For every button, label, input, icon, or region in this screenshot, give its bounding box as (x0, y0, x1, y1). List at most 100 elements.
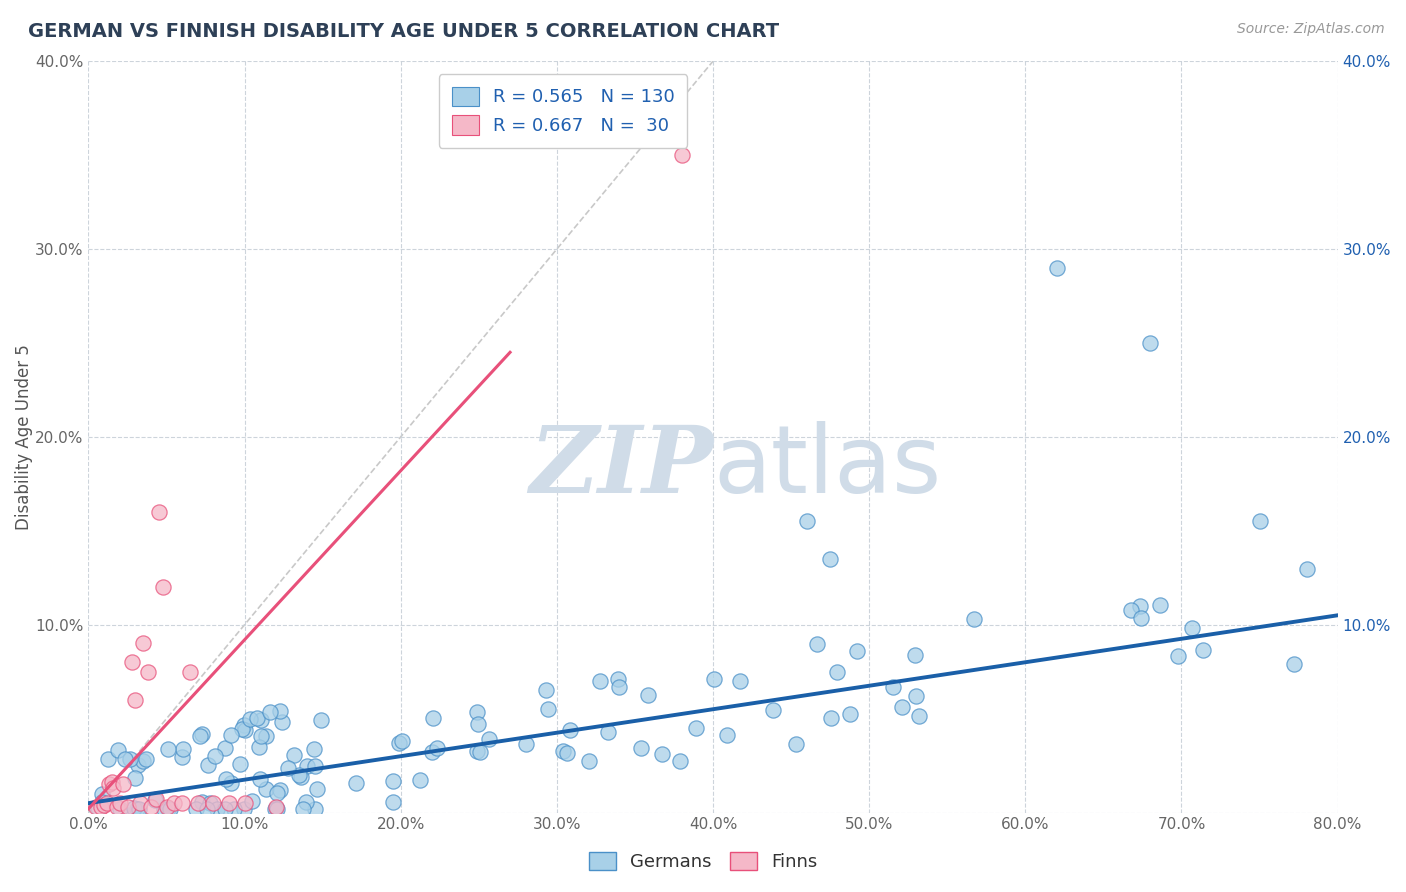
Point (839, 707, 862, 722)
Text: ZIP: ZIP (529, 422, 713, 512)
Point (534, 683, 557, 698)
Point (264, 802, 287, 816)
Point (221, 728, 243, 742)
Point (233, 802, 256, 816)
Point (304, 759, 326, 773)
Point (148, 505, 170, 519)
Point (215, 772, 238, 786)
Point (820, 711, 842, 725)
Point (344, 775, 367, 789)
Point (607, 680, 630, 694)
Point (131, 755, 153, 769)
Point (155, 800, 177, 814)
Point (311, 713, 333, 727)
Point (156, 742, 179, 756)
Point (606, 672, 628, 686)
Point (111, 777, 134, 791)
Point (259, 705, 281, 719)
Point (785, 737, 807, 751)
Point (224, 802, 246, 816)
Point (515, 737, 537, 751)
Point (122, 801, 145, 815)
Text: atlas: atlas (713, 421, 941, 513)
Point (205, 802, 228, 816)
Point (90, 800, 112, 814)
Point (598, 725, 620, 739)
Point (114, 752, 136, 766)
Point (465, 705, 488, 719)
Point (170, 750, 193, 764)
Point (295, 795, 318, 809)
Point (728, 674, 751, 689)
Point (703, 672, 725, 686)
Point (127, 757, 149, 772)
Point (266, 786, 288, 800)
Point (249, 772, 271, 786)
Point (238, 712, 260, 726)
Point (195, 802, 218, 816)
Point (264, 800, 287, 814)
Point (250, 713, 273, 727)
Point (233, 723, 256, 737)
Point (91, 787, 114, 801)
Point (179, 665, 201, 679)
Point (135, 752, 157, 766)
Point (143, 793, 166, 807)
Text: Source: ZipAtlas.com: Source: ZipAtlas.com (1237, 22, 1385, 37)
Point (1045, 260, 1067, 275)
Point (478, 732, 501, 747)
Point (630, 741, 652, 756)
Point (101, 775, 124, 789)
Point (191, 795, 214, 809)
Y-axis label: Disability Age Under 5: Disability Age Under 5 (15, 344, 32, 530)
Point (218, 796, 240, 810)
Point (233, 796, 256, 810)
Point (908, 708, 931, 723)
Point (202, 796, 225, 810)
Point (117, 800, 139, 814)
Point (762, 703, 785, 717)
Point (204, 749, 226, 764)
Point (128, 802, 150, 816)
Point (121, 655, 143, 669)
Point (191, 727, 214, 741)
Point (269, 704, 291, 718)
Point (806, 637, 828, 651)
Point (233, 718, 256, 732)
Point (671, 148, 693, 162)
Point (1129, 611, 1152, 625)
Point (1192, 643, 1215, 657)
Point (560, 723, 582, 737)
Point (107, 742, 129, 756)
Legend: R = 0.565   N = 130, R = 0.667   N =  30: R = 0.565 N = 130, R = 0.667 N = 30 (439, 74, 688, 148)
Point (84, 800, 107, 814)
Point (391, 734, 413, 748)
Text: GERMAN VS FINNISH DISABILITY AGE UNDER 5 CORRELATION CHART: GERMAN VS FINNISH DISABILITY AGE UNDER 5… (28, 22, 779, 41)
Point (302, 741, 325, 756)
Point (219, 776, 242, 790)
Point (1129, 599, 1152, 614)
Point (172, 796, 194, 810)
Point (382, 774, 405, 789)
Point (246, 711, 269, 725)
Point (409, 773, 432, 788)
Point (304, 802, 326, 816)
Point (247, 740, 270, 755)
Point (468, 745, 491, 759)
Point (90, 795, 112, 809)
Point (250, 729, 273, 743)
Point (1149, 598, 1171, 612)
Point (818, 552, 841, 566)
Point (184, 802, 207, 816)
Point (1284, 657, 1306, 672)
Point (651, 747, 673, 761)
Point (125, 802, 148, 816)
Point (685, 721, 707, 735)
Point (97, 777, 120, 791)
Point (266, 802, 288, 816)
Point (467, 716, 489, 731)
Point (214, 741, 236, 756)
Point (555, 746, 578, 760)
Point (1181, 621, 1204, 635)
Point (270, 714, 292, 729)
